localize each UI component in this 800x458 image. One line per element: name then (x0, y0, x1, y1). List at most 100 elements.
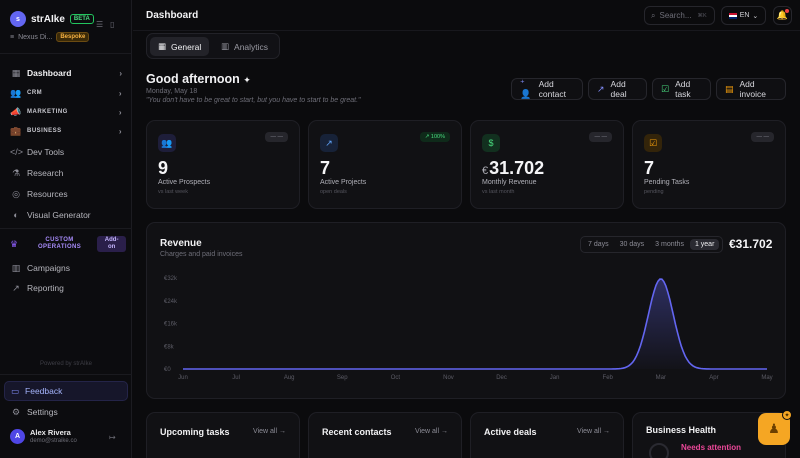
add-invoice-button[interactable]: ▤ Add invoice (716, 78, 786, 100)
feedback-button[interactable]: ▭ Feedback (4, 381, 128, 401)
sidebar-item-crm[interactable]: 👥 CRM › (6, 84, 126, 102)
x-tick-label: Feb (603, 375, 614, 381)
notifications-button[interactable]: 🔔 (773, 6, 792, 25)
search-input[interactable]: ⌕ Search... ⌘K (644, 6, 715, 25)
divider (0, 228, 132, 229)
bar-chart-icon: ▥ (11, 262, 21, 273)
tab-general[interactable]: ▦ General (150, 37, 210, 56)
grid-icon: ▦ (11, 67, 21, 78)
x-tick-label: Apr (709, 375, 718, 381)
addon-badge: Add-on (97, 236, 127, 252)
stat-value: €31.702 (482, 158, 544, 179)
sidebar-item-label: Dev Tools (27, 147, 65, 157)
workspace-switcher[interactable]: ≡ Nexus Di... Bespoke (10, 32, 90, 42)
search-placeholder: Search... (659, 11, 692, 20)
users-icon: 👥 (10, 87, 22, 98)
sidebar-item-marketing[interactable]: 📣 MARKETING › (6, 103, 126, 121)
card-title: Recent contacts (322, 427, 392, 437)
sidebar-item-label: MARKETING (27, 109, 68, 115)
assistant-badge-icon: ✦ (782, 410, 792, 420)
health-score-ring (649, 443, 669, 458)
logout-icon[interactable]: ↦ (109, 433, 116, 442)
card-title: Upcoming tasks (160, 427, 230, 437)
add-contact-button[interactable]: ⁺👤 Add contact (511, 78, 583, 100)
sidebar-item-business[interactable]: 💼 BUSINESS › (6, 122, 126, 140)
collapse-sidebar-icon[interactable]: ▯ (110, 20, 115, 29)
add-deal-button[interactable]: ↗ Add deal (588, 78, 647, 100)
brand-name: strAIke (31, 13, 65, 25)
topbar: Dashboard ⌕ Search... ⌘K EN ⌄ 🔔 (133, 0, 800, 31)
stat-card-revenue[interactable]: $ — — €31.702 Monthly Revenue vs last mo… (470, 120, 624, 209)
view-all-link[interactable]: View all → (577, 428, 610, 435)
language-select[interactable]: EN ⌄ (721, 6, 766, 25)
brand[interactable]: s strAIke BETA (10, 11, 94, 27)
sidebar-item-visual-generator[interactable]: ◐ Visual Generator (6, 206, 126, 224)
x-tick-label: Jan (550, 375, 560, 381)
range-7-days[interactable]: 7 days (588, 241, 609, 248)
greeting-text: Good afternoon (146, 72, 240, 86)
add-contact-label: Add contact (538, 79, 566, 99)
y-tick-label: €16k (164, 322, 178, 328)
stat-badge: — — (265, 132, 288, 142)
palette-icon: ◐ (13, 210, 19, 220)
bot-icon: ♟ (768, 421, 780, 436)
health-status: Needs attention (681, 443, 742, 452)
stat-card-tasks[interactable]: ☑ — — 7 Pending Tasks pending (632, 120, 786, 209)
chevron-right-icon: › (118, 88, 122, 98)
layout-toggle-icon[interactable]: ☰ (96, 20, 104, 29)
sidebar-item-resources[interactable]: ◎ Resources (6, 185, 126, 203)
user-plus-icon: ⁺👤 (520, 78, 532, 99)
sidebar-item-dashboard[interactable]: ▦ Dashboard › (6, 64, 126, 82)
tab-analytics[interactable]: ▥ Analytics (213, 37, 276, 56)
card-title: Active deals (484, 427, 537, 437)
grid-icon: ▦ (158, 41, 167, 51)
x-tick-label: Aug (284, 375, 295, 381)
plan-badge: Bespoke (56, 32, 90, 42)
custom-operations[interactable]: ♛ CUSTOM OPERATIONS Add-on (6, 234, 127, 254)
sidebar-item-reporting[interactable]: ↗ Reporting (6, 279, 126, 297)
page-title: Dashboard (146, 10, 199, 21)
sidebar-item-research[interactable]: ⚗ Research (6, 164, 126, 182)
sidebar-item-label: Reporting (27, 283, 64, 293)
sidebar-item-label: Resources (27, 189, 68, 199)
chevron-right-icon: › (119, 68, 122, 78)
avatar: A (10, 428, 25, 444)
bell-icon: 🔔 (776, 10, 789, 20)
stat-card-prospects[interactable]: 👥 — — 9 Active Prospects vs last week (146, 120, 300, 209)
checkbox-icon: ☑ (661, 83, 670, 94)
range-30-days[interactable]: 30 days (619, 241, 645, 248)
sidebar-item-settings[interactable]: ⚙ Settings (6, 403, 126, 421)
add-task-button[interactable]: ☑ Add task (652, 78, 711, 100)
stat-card-projects[interactable]: ↗ ↗ 100% 7 Active Projects open deals (308, 120, 462, 209)
add-deal-label: Add deal (610, 79, 627, 99)
stat-value: 7 (644, 158, 655, 178)
quote: "You don't have to be great to start, bu… (146, 97, 361, 104)
view-all-link[interactable]: View all → (253, 428, 286, 435)
currency-symbol: € (482, 165, 489, 177)
chevron-right-icon: › (118, 126, 122, 136)
tab-label: General (171, 41, 202, 52)
view-tabs: ▦ General ▥ Analytics (146, 33, 280, 59)
trend-icon: ↗ (597, 83, 605, 94)
sidebar-item-campaigns[interactable]: ▥ Campaigns (6, 259, 126, 277)
workspace-name: Nexus Di... (18, 33, 53, 41)
revenue-subtitle: Charges and paid invoices (160, 251, 243, 258)
sidebar-item-dev-tools[interactable]: </> Dev Tools (6, 143, 126, 161)
checkbox-icon: ☑ (644, 134, 662, 152)
x-tick-label: Jun (178, 375, 188, 381)
view-all-link[interactable]: View all → (415, 428, 448, 435)
range-selector: 7 days 30 days 3 months 1 year (580, 236, 723, 253)
range-3-months[interactable]: 3 months (655, 241, 684, 248)
x-tick-label: Oct (391, 375, 401, 381)
language-label: EN (739, 12, 750, 19)
search-icon: ⌕ (651, 10, 656, 20)
workspace-icon: ≡ (10, 33, 15, 41)
range-1-year[interactable]: 1 year (689, 239, 720, 250)
stat-sub: vs last week (158, 189, 188, 195)
user-profile[interactable]: A Alex Rivera demo@straike.co (10, 428, 77, 444)
sidebar-item-label: Campaigns (27, 263, 70, 273)
stat-badge: ↗ 100% (419, 132, 450, 142)
x-tick-label: Sep (337, 375, 348, 381)
revenue-chart: €0 €8k €16k €24k €32k Jun Jul Aug Sep Oct Nov Dec Ja… (164, 276, 773, 381)
stat-number: 31.702 (489, 158, 545, 178)
